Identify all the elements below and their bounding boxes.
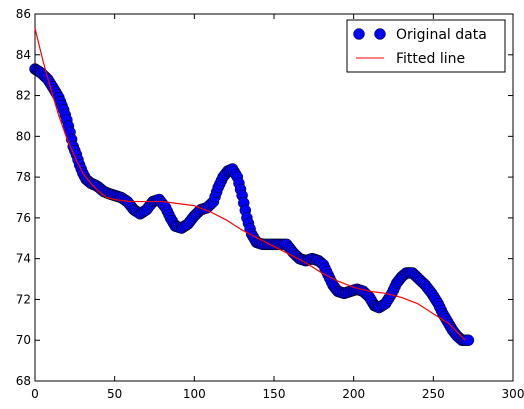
x-tick-label: 150 <box>263 387 286 401</box>
x-tick-label: 100 <box>183 387 206 401</box>
y-tick-label: 86 <box>16 7 31 21</box>
legend-marker-original <box>353 28 365 40</box>
x-tick-label: 250 <box>422 387 445 401</box>
y-tick-label: 84 <box>16 48 31 62</box>
y-tick-label: 80 <box>16 129 31 143</box>
fitted-line <box>34 28 466 341</box>
x-tick-label: 200 <box>342 387 365 401</box>
y-tick-label: 82 <box>16 89 31 103</box>
y-tick-label: 78 <box>16 170 31 184</box>
x-tick-label: 0 <box>31 387 39 401</box>
y-tick-label: 68 <box>16 374 31 388</box>
legend-box <box>346 19 506 73</box>
y-tick-label: 72 <box>16 292 31 306</box>
legend: Original data Fitted line <box>346 19 506 73</box>
legend-marker-original <box>374 28 386 40</box>
x-tick-label: 50 <box>107 387 122 401</box>
y-tick-label: 70 <box>16 333 31 347</box>
y-tick-label: 74 <box>16 252 31 266</box>
legend-label-original: Original data <box>396 27 487 43</box>
legend-label-fitted: Fitted line <box>396 51 465 67</box>
y-tick-label: 76 <box>16 211 31 225</box>
x-tick-label: 300 <box>502 387 524 401</box>
data-point <box>462 334 475 346</box>
